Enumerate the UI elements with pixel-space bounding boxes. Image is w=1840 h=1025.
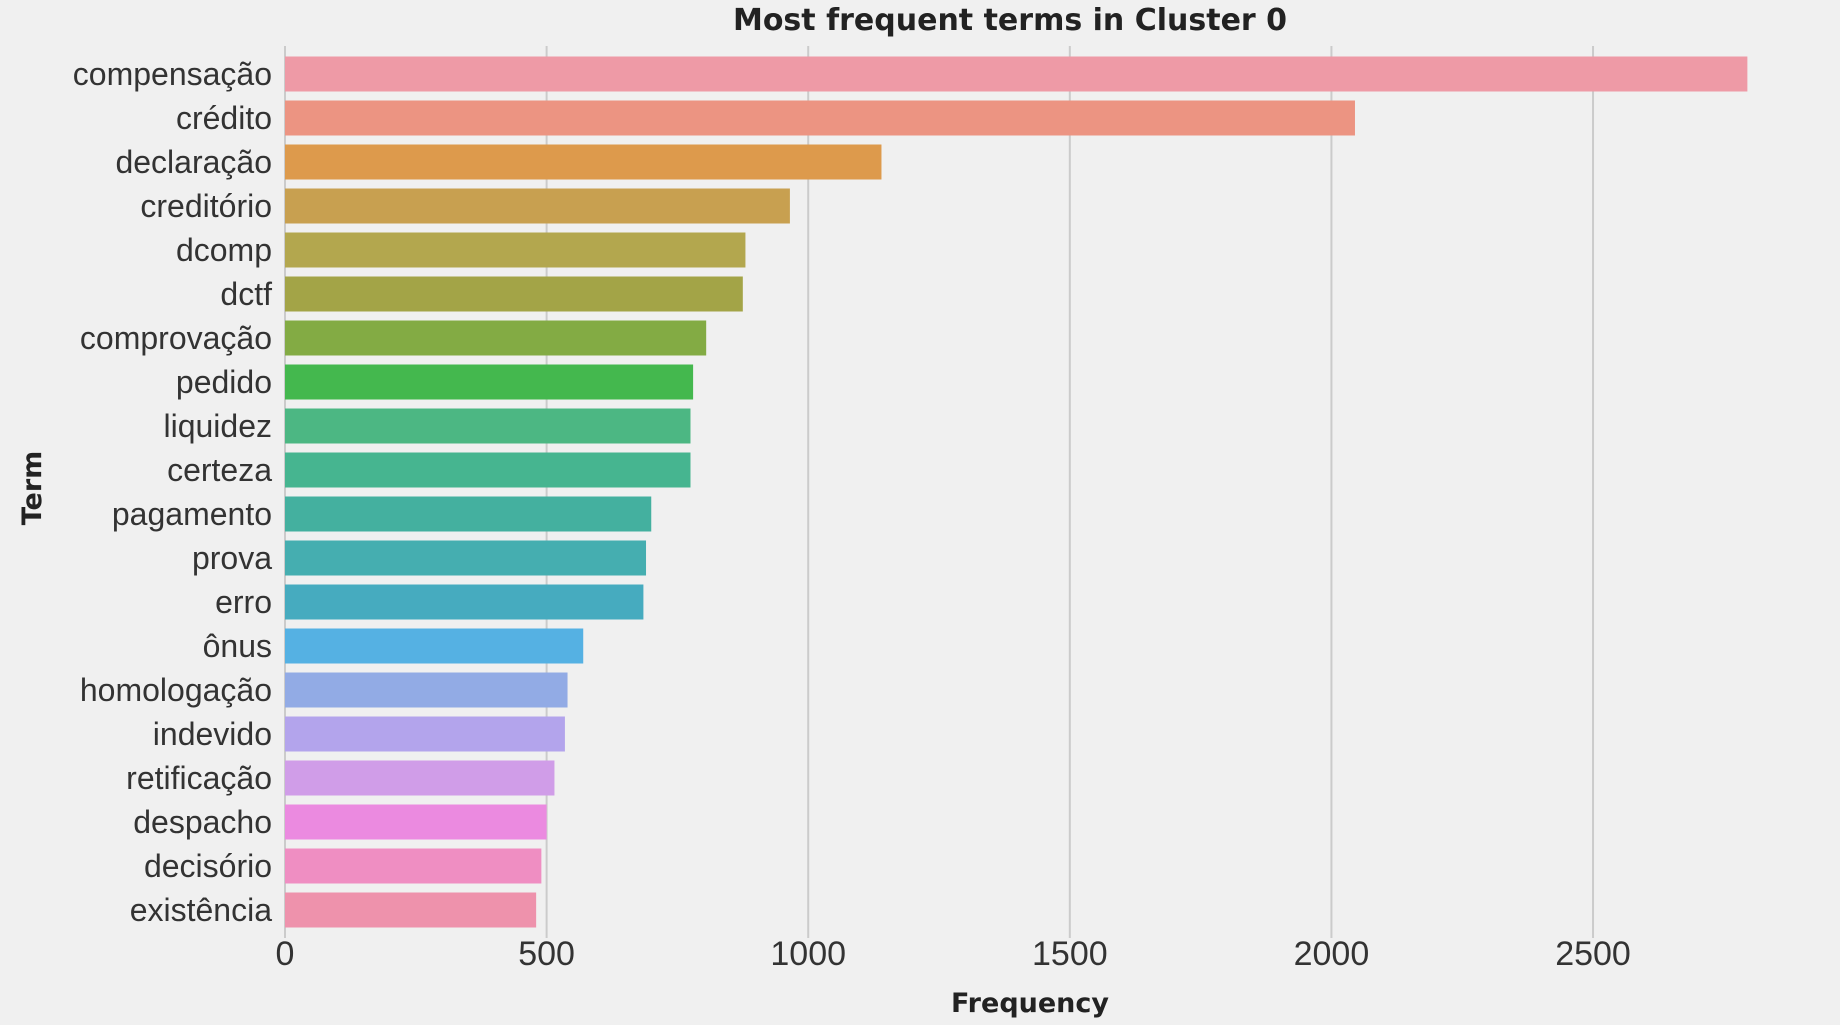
- category-label: prova: [192, 540, 272, 576]
- category-label: pagamento: [112, 496, 272, 532]
- category-label: compensação: [73, 56, 272, 92]
- bars: [285, 56, 1748, 928]
- bar: [285, 408, 691, 444]
- category-labels: compensação crédito declaração creditório dc…: [73, 56, 272, 928]
- bar: [285, 540, 647, 576]
- bar: [285, 760, 555, 796]
- bar: [285, 452, 691, 488]
- chart-title: Most frequent terms in Cluster 0: [733, 3, 1287, 38]
- bar: [285, 100, 1355, 136]
- bar: [285, 144, 882, 180]
- bar: [285, 628, 584, 664]
- category-label: homologação: [80, 672, 272, 708]
- bar: [285, 496, 652, 532]
- category-label: certeza: [167, 452, 272, 488]
- x-axis-label: Frequency: [951, 988, 1109, 1019]
- x-tick-label: 0: [276, 935, 295, 973]
- x-tick-label: 1500: [1032, 935, 1108, 973]
- y-axis-label: Term: [17, 451, 48, 526]
- x-tick-label: 2500: [1555, 935, 1631, 973]
- category-label: ônus: [203, 628, 272, 664]
- category-label: crédito: [176, 100, 272, 136]
- bar: [285, 364, 694, 400]
- bar: [285, 584, 644, 620]
- bar: [285, 716, 565, 752]
- category-label: declaração: [115, 144, 272, 180]
- x-tick-label: 2000: [1294, 935, 1370, 973]
- category-label: existência: [130, 892, 273, 928]
- category-label: retificação: [126, 760, 272, 796]
- category-label: comprovação: [80, 320, 272, 356]
- bar: [285, 56, 1748, 92]
- category-label: dcomp: [176, 232, 272, 268]
- bar: [285, 188, 790, 224]
- bar: [285, 320, 707, 356]
- category-label: pedido: [176, 364, 272, 400]
- bar: [285, 276, 743, 312]
- bar: [285, 804, 547, 840]
- category-label: creditório: [140, 188, 272, 224]
- category-label: dctf: [220, 276, 272, 312]
- x-tick-labels: 0 500 1000 1500 2000 2500: [276, 935, 1631, 973]
- x-tick-label: 500: [518, 935, 575, 973]
- category-label: erro: [215, 584, 272, 620]
- category-label: decisório: [144, 848, 272, 884]
- category-label: despacho: [133, 804, 272, 840]
- bar: [285, 232, 746, 268]
- category-label: indevido: [153, 716, 272, 752]
- x-tick-label: 1000: [770, 935, 846, 973]
- bar: [285, 848, 542, 884]
- category-label: liquidez: [163, 408, 272, 444]
- bar: [285, 672, 568, 708]
- bar: [285, 892, 537, 928]
